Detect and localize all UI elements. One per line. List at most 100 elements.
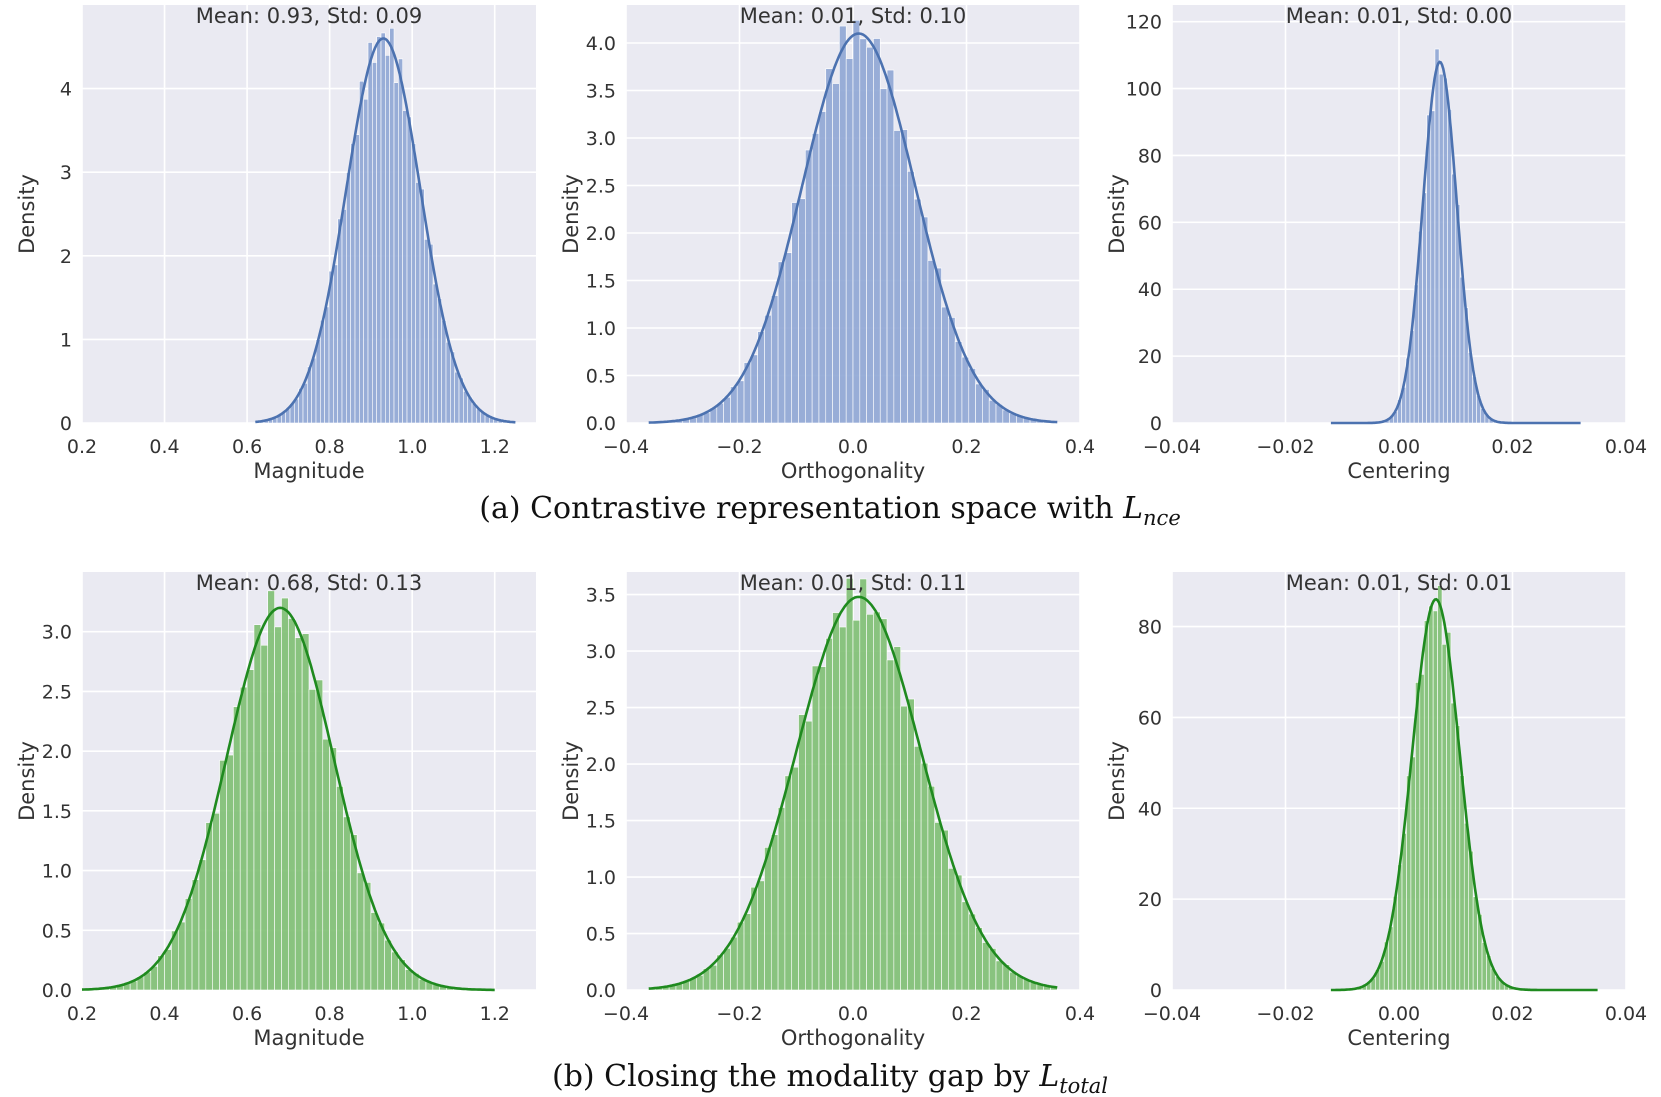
kde-curve — [1330, 60, 1581, 425]
x-tick-label: 0.6 — [232, 1003, 262, 1025]
histogram-bar — [859, 578, 867, 991]
x-tick-label: 1.0 — [397, 436, 427, 458]
x-axis-label: Magnitude — [253, 1026, 364, 1050]
y-tick-label: 3 — [60, 162, 72, 184]
histogram-bar — [791, 202, 799, 424]
histogram-bar — [961, 901, 970, 991]
histogram-bar — [948, 868, 956, 991]
histogram-bar — [948, 317, 956, 424]
histogram-bar — [1419, 674, 1425, 991]
histogram-bar — [845, 58, 854, 424]
histogram-bar — [845, 578, 854, 991]
histogram-bar — [1472, 896, 1478, 991]
histogram-bar — [315, 679, 324, 991]
chart-panel-1: 0.2 0.4 0.6 0.8 1.0 1.2 0 1 2 3 4 Mean: 0.93, Std: … — [15, 4, 536, 483]
histogram-bar — [411, 143, 416, 424]
y-tick-label: 60 — [1138, 707, 1162, 729]
x-tick-label: 0.4 — [1065, 1003, 1095, 1025]
histogram-bar — [1447, 108, 1452, 424]
y-tick-label: 2.5 — [586, 176, 616, 198]
chart-panel-6: −0.04 −0.02 0.00 0.02 0.04 0 20 40 60 80 Mean: 0.0… — [1105, 571, 1647, 1050]
histogram-bar — [226, 754, 234, 991]
histogram-bar — [736, 380, 745, 424]
histogram-bar — [750, 354, 758, 424]
x-tick-label: 0.6 — [232, 436, 262, 458]
histogram-bar — [1434, 48, 1440, 424]
histogram-bar — [389, 27, 395, 424]
histogram-bar — [260, 644, 269, 991]
chart-panel-5: −0.4 −0.2 0.0 0.2 0.4 0.0 0.5 1.0 1.5 2.0 2.5 3.0 3.… — [559, 571, 1095, 1050]
x-tick-label: 0.2 — [67, 1003, 97, 1025]
histogram-bar — [839, 25, 847, 424]
histogram-bar — [1438, 73, 1444, 424]
histogram-bar — [1459, 276, 1465, 424]
histogram-bar — [736, 921, 745, 991]
histogram-bar — [873, 38, 881, 424]
y-tick-label: 60 — [1138, 212, 1162, 234]
y-tick-label: 3.5 — [586, 81, 616, 103]
histogram-bar — [315, 339, 321, 424]
histogram-bar — [913, 746, 922, 991]
histogram-bar — [934, 267, 942, 424]
histogram-bar — [184, 898, 193, 991]
histogram-bar — [1451, 173, 1457, 424]
histogram-bar — [852, 619, 861, 991]
histogram-bar — [164, 949, 172, 991]
y-tick-label: 80 — [1138, 617, 1162, 639]
y-tick-label: 0.5 — [42, 920, 72, 942]
histogram-bar — [333, 264, 338, 424]
histogram-bar — [798, 714, 806, 991]
histogram-bar — [723, 948, 731, 991]
histogram-bar — [907, 698, 915, 991]
histogram-bar — [336, 786, 344, 991]
y-tick-label: 1.0 — [586, 318, 616, 340]
histogram-bar — [178, 921, 186, 991]
histogram-bar — [1463, 822, 1470, 991]
y-tick-label: 3.0 — [586, 128, 616, 150]
x-tick-label: 0.00 — [1378, 436, 1420, 458]
stats-title: Mean: 0.01, Std: 0.10 — [740, 4, 966, 28]
histogram-bar — [900, 705, 908, 991]
histogram-bar — [750, 886, 758, 991]
histogram-bar — [322, 738, 330, 991]
histogram-bar — [294, 398, 299, 424]
x-tick-label: 1.2 — [480, 1003, 510, 1025]
x-tick-label: 0.8 — [315, 1003, 345, 1025]
histogram-bar — [927, 260, 936, 424]
x-tick-label: 0.2 — [951, 436, 981, 458]
y-tick-label: 100 — [1126, 79, 1162, 101]
histogram-bar — [743, 913, 752, 991]
histogram-bar — [301, 633, 310, 991]
histogram-bar — [349, 834, 358, 991]
histogram-bar — [432, 283, 438, 424]
x-tick-label: 1.0 — [397, 1003, 427, 1025]
plot-background — [82, 5, 536, 423]
histogram-bar — [308, 689, 317, 991]
panels: 0.2 0.4 0.6 0.8 1.0 1.2 0 1 2 3 4 Mean: 0.93, Std: … — [15, 4, 1647, 1050]
stats-title: Mean: 0.93, Std: 0.09 — [196, 4, 422, 28]
histogram-bar — [341, 209, 347, 424]
y-tick-label: 4.0 — [586, 33, 616, 55]
histogram-bar — [893, 646, 901, 991]
histogram-bar — [866, 613, 874, 991]
histogram-bar — [239, 686, 248, 991]
histogram-bar — [428, 243, 434, 424]
histogram-bar — [350, 143, 356, 424]
x-tick-label: −0.4 — [603, 436, 649, 458]
histogram-bar — [879, 618, 888, 991]
y-tick-label: 80 — [1138, 145, 1162, 167]
histogram-bar — [1441, 644, 1447, 991]
histogram-bar — [920, 762, 929, 991]
x-tick-label: 0.0 — [838, 1003, 868, 1025]
histogram-bar — [1446, 631, 1452, 991]
histogram-bar — [764, 314, 772, 424]
x-tick-label: 0.02 — [1491, 436, 1533, 458]
histogram-bar — [777, 261, 786, 424]
x-tick-label: 0.2 — [67, 436, 97, 458]
histogram-bar — [805, 720, 813, 991]
x-axis-label: Centering — [1347, 1026, 1450, 1050]
histogram-bar — [920, 216, 929, 424]
histogram-bar — [757, 331, 765, 424]
histogram-bar — [363, 98, 369, 424]
histogram-bar — [406, 116, 412, 424]
